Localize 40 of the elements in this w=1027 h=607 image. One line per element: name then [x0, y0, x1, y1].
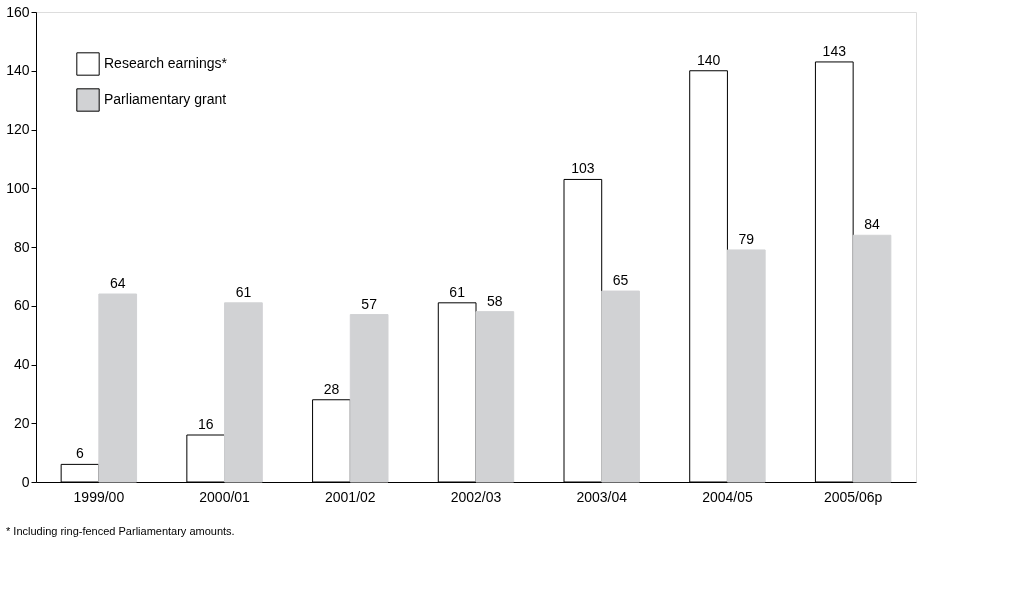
data-label: 61 — [235, 283, 252, 300]
data-label: 28 — [323, 380, 340, 397]
data-label: 84 — [864, 216, 880, 233]
data-label: 6 — [76, 445, 85, 462]
y-tick-label: 20 — [13, 414, 30, 431]
x-tick-label: 2001/02 — [324, 488, 376, 505]
bar — [852, 234, 892, 483]
data-label: 16 — [197, 416, 214, 432]
data-label: 64 — [109, 275, 126, 291]
bar — [98, 293, 138, 483]
data-label: 140 — [696, 51, 721, 68]
x-tick-label: 2002/03 — [450, 488, 502, 505]
y-tick-label: 140 — [6, 62, 30, 79]
legend-label: Parliamentary grant — [104, 91, 227, 107]
x-tick-label: 2004/05 — [702, 488, 753, 505]
y-tick-label: 0 — [21, 473, 30, 490]
y-tick-label: 60 — [13, 297, 30, 314]
x-tick-label: 2005/06p — [823, 488, 883, 505]
data-label: 58 — [487, 292, 503, 309]
legend-label: Research earnings* — [104, 55, 228, 71]
y-tick-label: 40 — [13, 356, 30, 372]
x-tick-label: 2003/04 — [576, 488, 628, 505]
data-label: 143 — [822, 42, 847, 59]
bar — [349, 314, 389, 483]
data-label: 103 — [571, 160, 595, 177]
data-label: 79 — [738, 230, 755, 247]
data-label: 57 — [361, 295, 378, 312]
y-tick-label: 80 — [13, 238, 30, 255]
bar — [726, 249, 766, 483]
data-label: 61 — [449, 283, 466, 300]
x-tick-label: 1999/00 — [73, 488, 125, 505]
data-label: 65 — [612, 272, 629, 289]
y-tick-label: 100 — [6, 179, 30, 196]
y-tick-label: 160 — [6, 3, 30, 20]
x-tick-label: 2000/01 — [199, 488, 251, 505]
y-tick-label: 120 — [6, 121, 30, 137]
bar — [224, 302, 263, 483]
bar — [601, 290, 640, 483]
bar — [475, 311, 515, 483]
text: * Including ring-fenced Parliamentary amounts. — [6, 525, 235, 537]
